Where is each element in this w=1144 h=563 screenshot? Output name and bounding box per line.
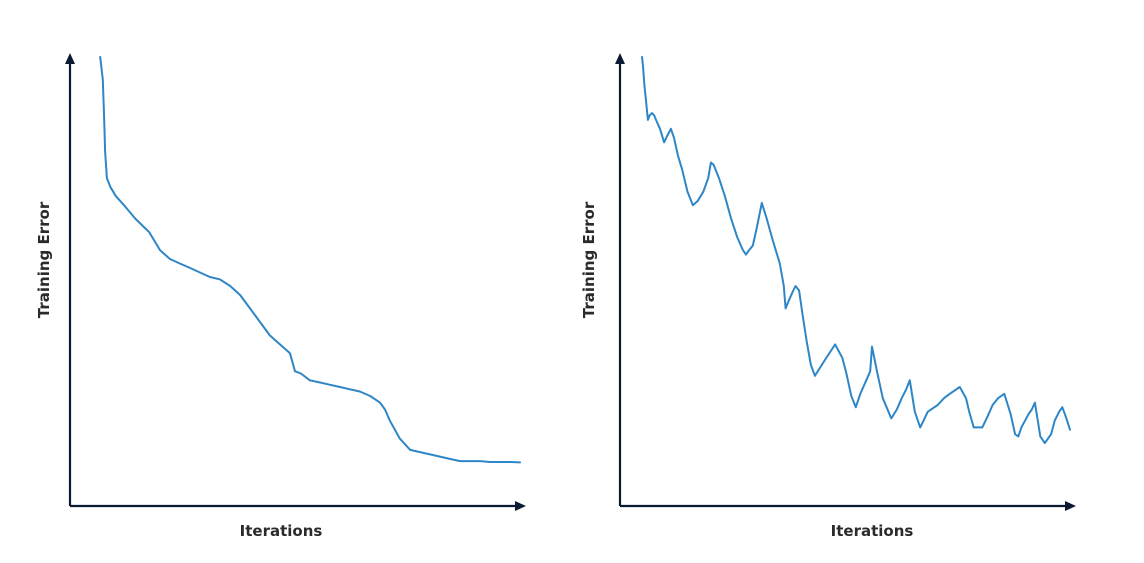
y-axis-label-left: Training Error — [35, 201, 53, 318]
x-axis-arrow-right — [1065, 501, 1076, 511]
y-axis-arrow-right — [615, 53, 625, 64]
chart-left: Iterations Training Error — [35, 53, 526, 540]
x-axis-label-right: Iterations — [831, 522, 914, 540]
y-axis-label-right: Training Error — [580, 201, 598, 318]
training-error-curve-left — [99, 56, 521, 464]
y-axis-arrow-left — [65, 53, 75, 64]
training-error-curve-right — [641, 56, 1071, 445]
chart-right: Iterations Training Error — [580, 53, 1076, 540]
x-axis-arrow-left — [515, 501, 526, 511]
x-axis-label-left: Iterations — [240, 522, 323, 540]
